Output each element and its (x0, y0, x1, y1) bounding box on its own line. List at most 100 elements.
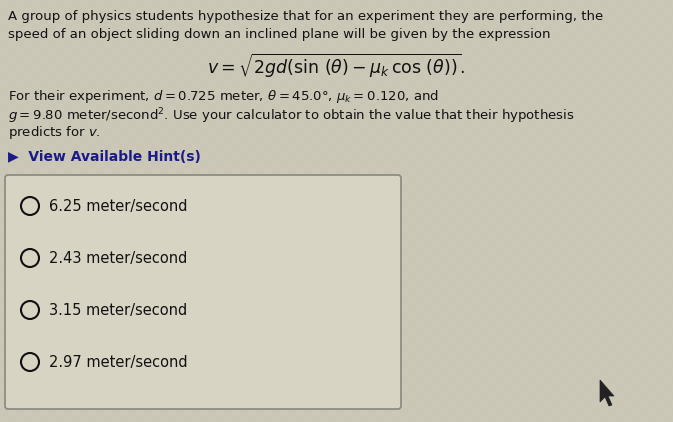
Bar (288, 24, 296, 32)
Bar (672, 248, 673, 256)
Bar (128, 40, 136, 48)
Bar (464, 312, 472, 320)
Bar (152, 48, 160, 56)
Bar (600, 336, 608, 344)
Bar (328, 64, 336, 72)
Bar (64, 136, 72, 144)
Bar (160, 56, 168, 64)
Bar (136, 16, 144, 24)
Bar (568, 224, 576, 232)
Bar (552, 0, 560, 8)
Bar (664, 160, 672, 168)
Bar (8, 16, 16, 24)
Bar (440, 64, 448, 72)
Bar (328, 48, 336, 56)
Bar (360, 256, 368, 264)
Bar (584, 224, 592, 232)
Bar (568, 192, 576, 200)
Bar (496, 248, 504, 256)
Bar (48, 328, 56, 336)
Bar (120, 416, 128, 422)
Bar (144, 232, 152, 240)
Bar (408, 96, 416, 104)
Bar (440, 96, 448, 104)
Bar (312, 208, 320, 216)
Bar (568, 48, 576, 56)
Bar (96, 248, 104, 256)
Bar (632, 304, 640, 312)
Bar (8, 64, 16, 72)
Bar (24, 256, 32, 264)
Bar (416, 376, 424, 384)
Bar (416, 40, 424, 48)
Bar (488, 384, 496, 392)
Bar (456, 176, 464, 184)
Bar (464, 328, 472, 336)
Bar (24, 160, 32, 168)
Bar (224, 376, 232, 384)
Bar (384, 392, 392, 400)
Bar (600, 240, 608, 248)
Bar (64, 296, 72, 304)
Bar (664, 240, 672, 248)
Bar (480, 408, 488, 416)
Bar (96, 200, 104, 208)
Bar (328, 32, 336, 40)
Bar (560, 344, 568, 352)
Bar (272, 104, 280, 112)
Bar (512, 88, 520, 96)
Bar (288, 296, 296, 304)
Bar (288, 328, 296, 336)
Bar (536, 208, 544, 216)
Bar (600, 48, 608, 56)
Bar (656, 40, 664, 48)
Bar (120, 368, 128, 376)
Bar (240, 248, 248, 256)
Bar (672, 120, 673, 128)
Bar (368, 376, 376, 384)
Bar (280, 416, 288, 422)
Bar (128, 136, 136, 144)
Bar (184, 128, 192, 136)
Bar (200, 416, 208, 422)
Bar (136, 320, 144, 328)
Bar (576, 104, 584, 112)
Bar (216, 96, 224, 104)
Bar (480, 296, 488, 304)
Bar (608, 392, 616, 400)
Bar (664, 0, 672, 8)
Bar (432, 216, 440, 224)
Bar (624, 376, 632, 384)
Bar (296, 48, 304, 56)
Bar (104, 80, 112, 88)
Bar (88, 16, 96, 24)
Bar (408, 144, 416, 152)
Bar (8, 80, 16, 88)
Bar (88, 176, 96, 184)
Bar (560, 296, 568, 304)
Bar (600, 192, 608, 200)
Bar (32, 56, 40, 64)
Bar (448, 360, 456, 368)
Bar (328, 384, 336, 392)
Bar (200, 32, 208, 40)
Bar (184, 352, 192, 360)
Bar (88, 192, 96, 200)
Bar (616, 304, 624, 312)
Bar (224, 328, 232, 336)
Bar (264, 368, 272, 376)
Bar (232, 144, 240, 152)
Bar (64, 120, 72, 128)
Bar (472, 96, 480, 104)
Bar (432, 72, 440, 80)
Bar (296, 352, 304, 360)
Bar (168, 320, 176, 328)
Bar (112, 136, 120, 144)
Bar (264, 352, 272, 360)
Bar (200, 144, 208, 152)
Bar (432, 8, 440, 16)
Bar (240, 280, 248, 288)
Bar (416, 72, 424, 80)
Bar (224, 344, 232, 352)
Bar (448, 8, 456, 16)
